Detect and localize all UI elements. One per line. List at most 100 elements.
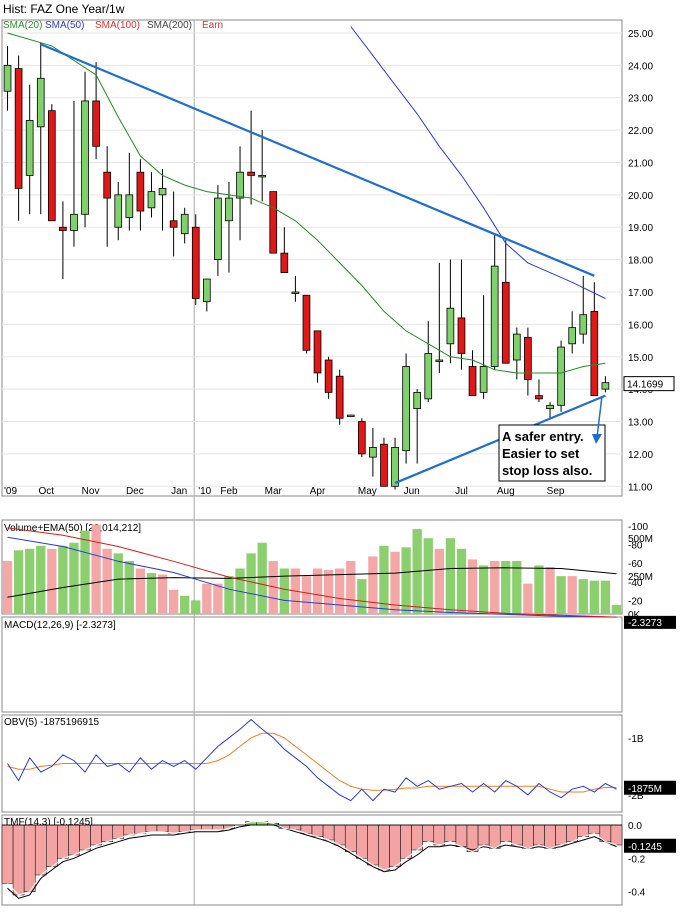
- candle-up: [36, 77, 45, 128]
- tmf-bar: [23, 824, 36, 892]
- sma20-line: [7, 32, 606, 374]
- tmf-tick-label: -0.2: [628, 854, 646, 865]
- price-xtick-label: Jan: [171, 486, 187, 497]
- candle-down: [324, 359, 333, 393]
- tmf-bar: [201, 824, 213, 831]
- macd-signal-line: [7, 527, 617, 618]
- price-xtick-label: Nov: [82, 486, 100, 497]
- candle-up: [568, 327, 577, 345]
- volume-bar-up: [423, 538, 433, 614]
- downtrend-line: [40, 43, 595, 277]
- candle-up: [546, 404, 554, 409]
- volume-bar-up: [589, 580, 599, 614]
- volume-bar-down: [390, 551, 400, 614]
- volume-bar-down: [268, 560, 278, 614]
- price-tick-label: 24.00: [628, 61, 653, 72]
- tmf-bar: [34, 824, 47, 876]
- volume-bar-down: [91, 524, 101, 614]
- candle-down: [535, 395, 543, 400]
- legend-item-sma200: SMA(200): [147, 20, 192, 31]
- tmf-last-value-label: -0.1245: [628, 842, 662, 853]
- volume-bar-up: [379, 545, 389, 614]
- volume-bar-down: [168, 589, 179, 614]
- candle-up: [435, 359, 444, 362]
- tmf-bar: [12, 824, 25, 896]
- tmf-bar: [444, 824, 457, 842]
- candle-up: [579, 314, 588, 335]
- tmf-bar: [511, 824, 523, 846]
- candle-down: [524, 336, 532, 380]
- candle-down: [357, 421, 366, 455]
- candle-up: [158, 187, 167, 196]
- volume-bar-up: [246, 553, 256, 614]
- tmf-bar: [400, 824, 412, 859]
- candle-up: [258, 175, 267, 178]
- volume-bar-up: [534, 565, 544, 614]
- volume-bar-down: [467, 559, 478, 614]
- tmf-bar: [433, 824, 446, 846]
- volume-bar-up: [224, 576, 234, 614]
- price-tick-label: 22.00: [628, 126, 653, 137]
- volume-title: Volume+EMA(50) [23,014,212]: [4, 523, 141, 534]
- tmf-bar: [123, 824, 136, 836]
- tmf-bar: [577, 824, 590, 837]
- tmf-bar: [333, 824, 346, 846]
- annotation-arrowhead: [592, 434, 602, 444]
- macd-title: MACD(12,26,9) [-2.3273]: [4, 620, 116, 631]
- tmf-signal-line: [7, 824, 617, 899]
- candle-up: [391, 447, 399, 487]
- tmf-bar: [555, 824, 567, 846]
- candle-up: [479, 366, 488, 393]
- tmf-bar: [378, 824, 390, 871]
- volume-bar-up: [600, 580, 611, 614]
- legend-item-sma50: SMA(50): [45, 20, 84, 31]
- sma50-line: [350, 26, 606, 299]
- volume-bar-down: [157, 574, 168, 614]
- tmf-last-value-box: [624, 838, 676, 853]
- tmf-bar: [156, 824, 169, 832]
- tmf-bar: [522, 824, 534, 849]
- tmf-bar: [389, 824, 401, 867]
- obv-last-value-label: -1875M: [628, 784, 662, 795]
- last-price-label: 14.1699: [627, 380, 664, 391]
- tmf-title: TMF(14,3) [-0.1245]: [4, 817, 93, 828]
- candle-down: [136, 171, 145, 212]
- candle-down: [380, 443, 388, 487]
- tmf-bar: [167, 824, 180, 834]
- candle-up: [291, 291, 300, 294]
- volume-bar-down: [202, 583, 212, 614]
- candle-up: [446, 307, 455, 345]
- macd-tick-label: -80: [628, 541, 643, 552]
- price-xtick-label: Mar: [265, 486, 283, 497]
- candle-up: [402, 366, 410, 452]
- volume-bar-up: [146, 573, 157, 614]
- price-xtick-label: Aug: [497, 486, 515, 497]
- candle-down: [468, 366, 477, 397]
- candle-up: [346, 414, 355, 417]
- macd-panel: [1, 616, 623, 713]
- volume-bar-down: [335, 568, 345, 614]
- candle-down: [457, 317, 466, 354]
- price-tick-label: 19.00: [628, 223, 653, 234]
- price-panel: [1, 19, 623, 497]
- tmf-bar: [356, 824, 368, 859]
- macd-tick-label: -40: [628, 578, 643, 589]
- price-xtick-label: '09: [4, 486, 17, 497]
- tmf-bar: [311, 824, 324, 837]
- candle-up: [3, 64, 12, 92]
- price-tick-label: 20.00: [628, 191, 653, 202]
- tmf-bar: [90, 824, 102, 846]
- volume-bar-up: [80, 530, 90, 614]
- candle-up: [490, 265, 499, 367]
- price-xtick-label: Jul: [455, 486, 468, 497]
- volume-bar-up: [501, 560, 511, 614]
- volume-ema-line: [7, 567, 617, 598]
- tmf-bar: [189, 824, 202, 831]
- volume-bar-up: [113, 553, 123, 614]
- tmf-bar: [1, 824, 14, 884]
- volume-bar-up: [191, 600, 201, 614]
- volume-bar-up: [25, 548, 35, 614]
- volume-bar-down: [47, 548, 57, 614]
- volume-bar-up: [69, 542, 79, 614]
